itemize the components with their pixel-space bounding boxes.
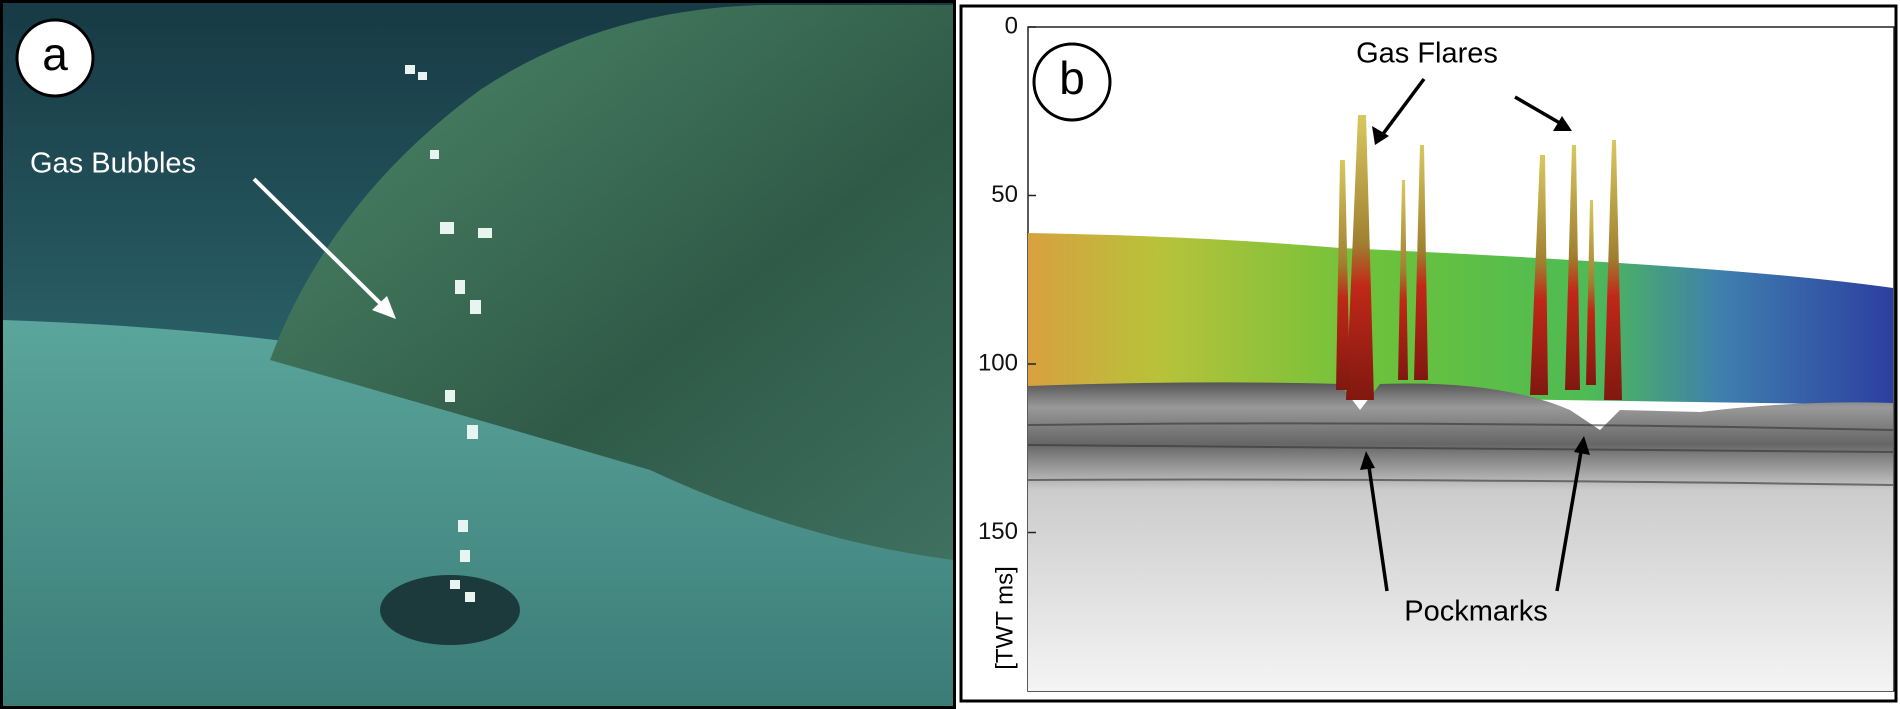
gas-flares bbox=[1336, 115, 1622, 400]
seabed bbox=[3, 320, 953, 706]
panel-a: a Gas Bubbles bbox=[3, 3, 953, 706]
panel-b: b Gas Flares Pockmarks [TWT ms] 0 50 100 15… bbox=[959, 4, 1898, 703]
panel-a-frame bbox=[0, 0, 956, 709]
annotation: Gas Bubbles bbox=[30, 148, 196, 180]
y-tick-label: 100 bbox=[978, 349, 1018, 376]
y-tick-label: 50 bbox=[991, 181, 1018, 208]
axis-label: [TWT ms] bbox=[991, 566, 1018, 670]
panel-label: b bbox=[1059, 52, 1085, 104]
pockmark bbox=[380, 575, 520, 645]
arrows bbox=[1366, 77, 1584, 592]
panel-label-circle bbox=[1032, 42, 1112, 122]
y-tick-label: 0 bbox=[1005, 12, 1018, 39]
arrow bbox=[252, 177, 390, 313]
arrowheads bbox=[1360, 116, 1590, 470]
reflectors bbox=[1027, 422, 1894, 486]
arrowhead bbox=[372, 296, 396, 319]
panel-label: a bbox=[42, 28, 68, 80]
bubbles bbox=[405, 65, 492, 602]
y-tick-label: 150 bbox=[978, 518, 1018, 545]
y-axis: 0 50 100 150 bbox=[978, 12, 1036, 545]
bathymetry bbox=[1028, 233, 1893, 405]
annotation: Gas Flares bbox=[1356, 38, 1498, 70]
rock-slope bbox=[270, 5, 953, 560]
panel-label-circle bbox=[15, 18, 95, 98]
seismic-section bbox=[1028, 382, 1893, 691]
annotation: Pockmarks bbox=[1404, 596, 1547, 628]
